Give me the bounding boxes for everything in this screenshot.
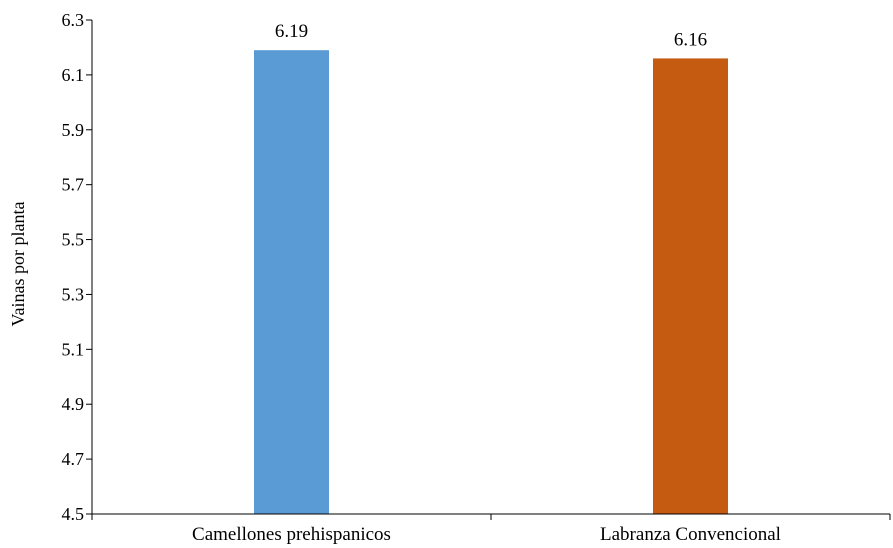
bars bbox=[254, 50, 728, 515]
bar bbox=[254, 50, 329, 514]
y-tick-label: 5.3 bbox=[62, 284, 85, 304]
x-axis-categories: Camellones prehispanicos Labranza Convenc… bbox=[91, 514, 891, 545]
data-label: 6.19 bbox=[275, 21, 308, 42]
y-tick-label: 4.5 bbox=[62, 504, 85, 524]
bar bbox=[653, 58, 728, 515]
y-tick-label: 5.1 bbox=[62, 339, 85, 359]
y-tick-label: 4.7 bbox=[62, 449, 85, 469]
y-tick-label: 5.9 bbox=[62, 120, 85, 140]
y-tick-label: 5.7 bbox=[62, 175, 85, 195]
data-label: 6.16 bbox=[674, 29, 707, 50]
data-labels: 6.19 6.16 bbox=[275, 21, 707, 50]
y-tick-label: 6.1 bbox=[62, 65, 85, 85]
y-tick-label: 6.3 bbox=[62, 10, 85, 30]
x-category-label: Camellones prehispanicos bbox=[192, 524, 391, 545]
x-category-label: Labranza Convencional bbox=[600, 524, 781, 545]
y-tick-label: 5.5 bbox=[62, 230, 85, 250]
y-axis-title: Vainas por planta bbox=[8, 202, 28, 327]
y-axis-ticks: 4.5 4.7 4.9 5.1 5.3 5.5 5.7 5.9 6.1 6.3 bbox=[62, 10, 92, 524]
y-tick-label: 4.9 bbox=[62, 394, 85, 414]
